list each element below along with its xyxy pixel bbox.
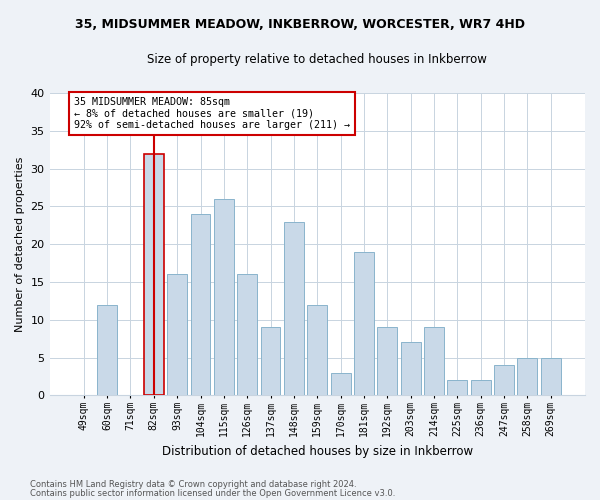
Bar — [167, 274, 187, 396]
Text: 35, MIDSUMMER MEADOW, INKBERROW, WORCESTER, WR7 4HD: 35, MIDSUMMER MEADOW, INKBERROW, WORCEST… — [75, 18, 525, 30]
Bar — [541, 358, 560, 396]
Bar — [238, 274, 257, 396]
Bar — [424, 328, 444, 396]
Bar — [331, 372, 350, 396]
Bar — [377, 328, 397, 396]
Bar — [97, 304, 117, 396]
Bar — [307, 304, 327, 396]
Text: Contains HM Land Registry data © Crown copyright and database right 2024.: Contains HM Land Registry data © Crown c… — [30, 480, 356, 489]
Bar — [191, 214, 211, 396]
Bar — [494, 365, 514, 396]
Bar — [471, 380, 491, 396]
Bar — [144, 154, 164, 396]
Text: 35 MIDSUMMER MEADOW: 85sqm
← 8% of detached houses are smaller (19)
92% of semi-: 35 MIDSUMMER MEADOW: 85sqm ← 8% of detac… — [74, 97, 350, 130]
Title: Size of property relative to detached houses in Inkberrow: Size of property relative to detached ho… — [148, 52, 487, 66]
Y-axis label: Number of detached properties: Number of detached properties — [15, 156, 25, 332]
Bar — [354, 252, 374, 396]
Bar — [448, 380, 467, 396]
Bar — [214, 199, 234, 396]
Bar — [401, 342, 421, 396]
Bar — [284, 222, 304, 396]
Bar — [260, 328, 280, 396]
Bar — [517, 358, 538, 396]
Text: Contains public sector information licensed under the Open Government Licence v3: Contains public sector information licen… — [30, 488, 395, 498]
X-axis label: Distribution of detached houses by size in Inkberrow: Distribution of detached houses by size … — [162, 444, 473, 458]
